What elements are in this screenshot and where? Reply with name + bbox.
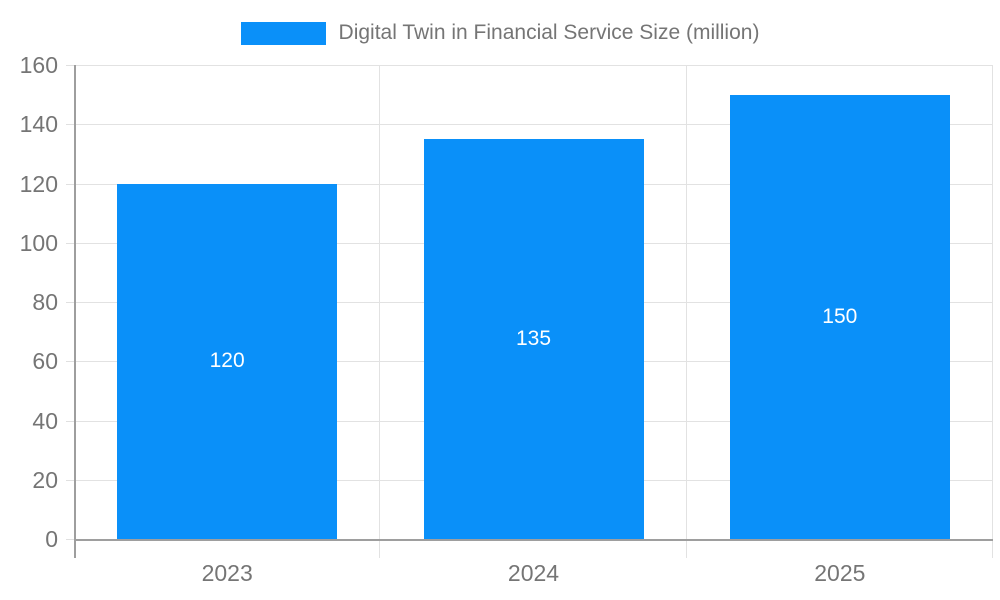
- legend-swatch: [240, 21, 326, 45]
- bar-value-label: 150: [822, 304, 858, 328]
- y-tick-mark: [66, 302, 74, 303]
- y-axis-tick-label: 0: [45, 526, 58, 552]
- legend-label: Digital Twin in Financial Service Size (…: [338, 21, 760, 44]
- gridline-horizontal: [74, 65, 993, 66]
- plot-area: 120 135 150: [66, 65, 993, 558]
- bar-2023[interactable]: 120: [117, 183, 338, 539]
- x-axis-tick-label: 2023: [201, 560, 253, 586]
- gridline-vertical: [685, 65, 687, 539]
- y-tick-mark: [66, 420, 74, 422]
- y-tick-mark: [66, 361, 74, 363]
- bar-2025[interactable]: 150: [729, 94, 950, 539]
- x-axis-tick-label: 2024: [507, 560, 560, 586]
- y-axis-tick-label: 140: [19, 111, 58, 138]
- y-axis-line: [74, 65, 76, 558]
- y-axis-tick-label: 100: [19, 229, 58, 256]
- gridline-horizontal: [74, 124, 993, 126]
- bar-2024[interactable]: 135: [423, 139, 644, 539]
- y-tick-mark: [66, 242, 74, 244]
- legend[interactable]: Digital Twin in Financial Service Size (…: [0, 18, 1000, 48]
- y-axis-tick-label: 60: [32, 348, 58, 375]
- bar-value-label: 120: [209, 349, 245, 373]
- x-tick-mark: [379, 541, 381, 558]
- y-tick-mark: [66, 65, 74, 66]
- x-axis-line: [74, 539, 993, 541]
- y-tick-mark: [66, 479, 74, 481]
- bar-value-label: 135: [515, 327, 552, 351]
- y-tick-mark: [66, 124, 74, 126]
- x-tick-mark: [992, 541, 993, 558]
- y-tick-mark: [66, 183, 74, 185]
- y-axis-tick-label: 120: [19, 170, 58, 197]
- gridline-vertical: [992, 65, 993, 539]
- x-tick-mark: [685, 541, 687, 558]
- y-tick-mark: [66, 539, 74, 540]
- x-axis-tick-label: 2025: [814, 560, 866, 586]
- y-axis-tick-label: 160: [19, 52, 58, 78]
- gridline-vertical: [379, 65, 381, 539]
- y-axis-tick-label: 20: [32, 466, 58, 493]
- y-axis-tick-label: 40: [32, 407, 58, 434]
- y-axis-tick-label: 80: [32, 289, 58, 315]
